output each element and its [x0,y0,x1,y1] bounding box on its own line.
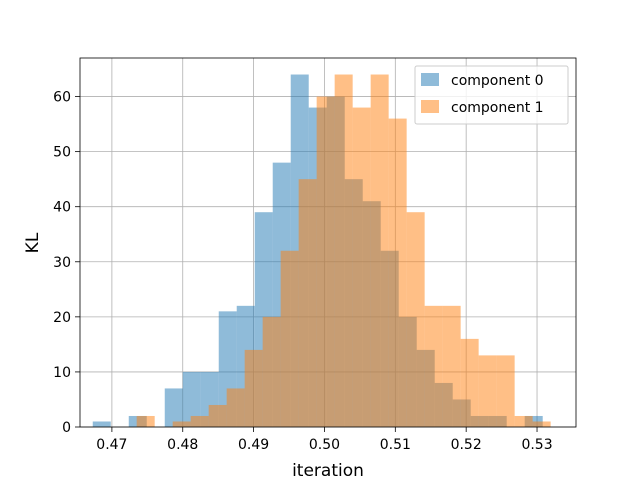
histogram-bar [532,421,551,427]
histogram-bar [496,355,515,427]
histogram-bar [92,421,111,427]
histogram-bar [460,338,479,427]
histogram-bar [478,355,497,427]
x-tick-label: 0.50 [309,437,340,453]
y-tick-label: 40 [53,200,71,216]
y-tick-label: 50 [53,145,71,161]
histogram-bar [298,179,317,427]
legend-swatch-component-0 [421,73,439,86]
legend-box [414,65,569,125]
histogram-bar [514,415,533,427]
x-tick-label: 0.47 [96,437,127,453]
x-tick-label: 0.49 [238,437,269,453]
y-tick-label: 20 [53,310,71,326]
histogram-bar [280,250,299,427]
plot-frame [79,57,577,428]
histogram-bar [406,212,425,427]
legend: component 0 component 1 [414,65,569,125]
y-tick-label: 0 [62,420,71,436]
legend-label-component-1: component 1 [451,100,544,116]
histogram-bar [424,305,443,427]
histogram-bar [370,74,389,427]
x-tick-label: 0.51 [380,437,411,453]
histogram-bar [182,371,201,427]
y-axis-ticks: 0 10 20 30 40 50 60 [53,90,80,436]
legend-swatch-component-1 [421,100,439,113]
x-tick-label: 0.53 [521,437,552,453]
y-tick-label: 60 [53,90,71,106]
histogram-bar [262,316,281,427]
histogram-bar [316,96,335,427]
histogram-bar [226,388,245,427]
histogram-bar [190,415,209,427]
y-tick-label: 30 [53,255,71,271]
histogram-bar [164,388,183,427]
x-tick-label: 0.48 [167,437,198,453]
x-tick-label: 0.52 [451,437,482,453]
histogram-bar [208,404,227,427]
histogram-bar [136,415,155,427]
histogram-bar [352,107,371,427]
histogram-bar [244,349,263,427]
x-axis-label: iteration [292,461,364,480]
y-axis-label: KL [23,232,43,253]
series-component-1-bars [136,74,551,427]
x-axis-ticks: 0.47 0.48 0.49 0.50 0.51 0.52 0.53 [96,427,553,453]
legend-label-component-0: component 0 [451,73,544,89]
histogram-bar [172,421,191,427]
histogram-bar [334,74,353,427]
y-tick-label: 10 [53,365,71,381]
histogram-bar [388,118,407,427]
histogram-bar [442,305,461,427]
